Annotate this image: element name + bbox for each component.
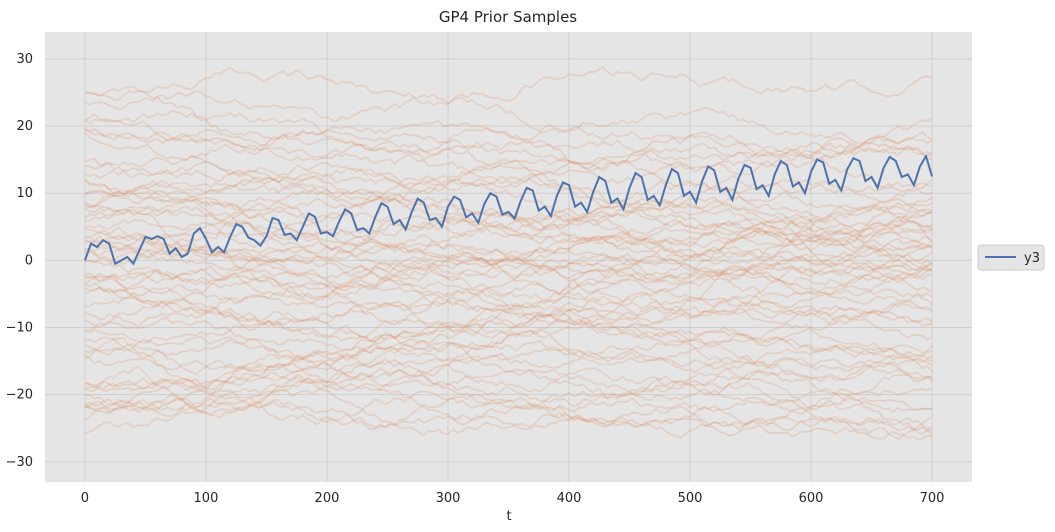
sample-path-10 [84,174,933,229]
y-tick-label-5: 20 [16,119,33,134]
sample-path-14 [84,184,933,247]
sample-path-22 [84,244,933,288]
sample-paths [84,66,933,441]
sample-path-8 [84,160,933,215]
sample-path-20 [84,222,933,272]
sample-path-39 [84,338,933,379]
sample-path-43 [84,338,933,411]
sample-path-56 [84,126,933,170]
sample-path-25 [84,246,933,297]
x-tick-label-2: 200 [315,491,340,506]
sample-path-2 [84,109,933,158]
x-axis-label: t [506,509,511,524]
x-tick-label-3: 300 [436,491,461,506]
series [83,153,934,266]
sample-path-0 [84,66,933,107]
x-axis-ticks: 0 100 200 300 400 500 600 700 [81,491,945,506]
sample-path-50 [84,396,933,441]
x-tick-label-0: 0 [81,491,89,506]
y-axis-ticks: −30 −20 −10 0 10 20 30 [6,52,33,470]
sample-path-28 [84,264,933,304]
legend-label-y3: y3 [1024,251,1040,266]
y-tick-label-1: −20 [6,388,33,403]
sample-path-32 [84,286,933,325]
sample-path-42 [84,353,933,397]
sample-path-1 [84,89,933,145]
sample-path-57 [84,131,933,196]
y-tick-label-6: 30 [16,52,33,67]
y-tick-label-0: −30 [6,455,33,470]
sample-path-48 [84,383,933,431]
chart-title: GP4 Prior Samples [439,8,577,26]
sample-path-37 [84,317,933,357]
sample-path-7 [84,157,933,214]
sample-path-12 [84,194,933,241]
y-tick-label-3: 0 [25,253,33,268]
sample-path-24 [84,239,933,283]
sample-path-30 [84,275,933,317]
x-tick-label-1: 100 [194,491,219,506]
sample-path-27 [84,250,933,295]
sample-path-34 [84,286,933,345]
grid [45,32,972,482]
sample-path-55 [84,89,933,281]
sample-path-9 [84,176,933,221]
series-y3 [83,153,934,266]
sample-path-45 [84,374,933,415]
sample-path-19 [84,226,933,267]
sample-path-52 [84,206,933,418]
y-tick-label-4: 10 [16,186,33,201]
sample-path-26 [84,247,933,294]
sample-path-40 [84,335,933,383]
sample-path-38 [84,317,933,367]
sample-path-13 [84,198,933,244]
sample-path-18 [84,210,933,253]
sample-path-41 [84,336,933,395]
sample-path-46 [84,365,933,436]
sample-path-15 [84,202,933,252]
sample-path-44 [84,358,933,411]
sample-path-29 [84,266,933,311]
sample-path-33 [84,281,933,341]
x-tick-label-6: 600 [799,491,824,506]
sample-path-53 [84,220,933,419]
sample-path-5 [84,132,933,190]
legend: y3 [977,244,1045,271]
x-tick-label-7: 700 [920,491,945,506]
sample-path-35 [84,301,933,355]
x-tick-label-4: 400 [557,491,582,506]
x-tick-label-5: 500 [678,491,703,506]
sample-path-58 [84,235,933,381]
sample-path-36 [84,311,933,361]
sample-path-4 [84,129,933,175]
sample-path-51 [84,182,933,421]
sample-path-11 [84,179,933,240]
sample-path-54 [84,245,933,436]
plot-background [45,32,972,482]
sample-path-49 [84,397,933,440]
sample-path-59 [84,208,933,306]
sample-path-47 [84,378,933,441]
sample-path-3 [84,113,933,162]
sample-path-16 [84,209,933,252]
y-tick-label-2: −10 [6,321,33,336]
sample-path-31 [84,281,933,326]
sample-path-17 [84,204,933,271]
sample-path-23 [84,241,933,278]
sample-path-21 [84,226,933,275]
